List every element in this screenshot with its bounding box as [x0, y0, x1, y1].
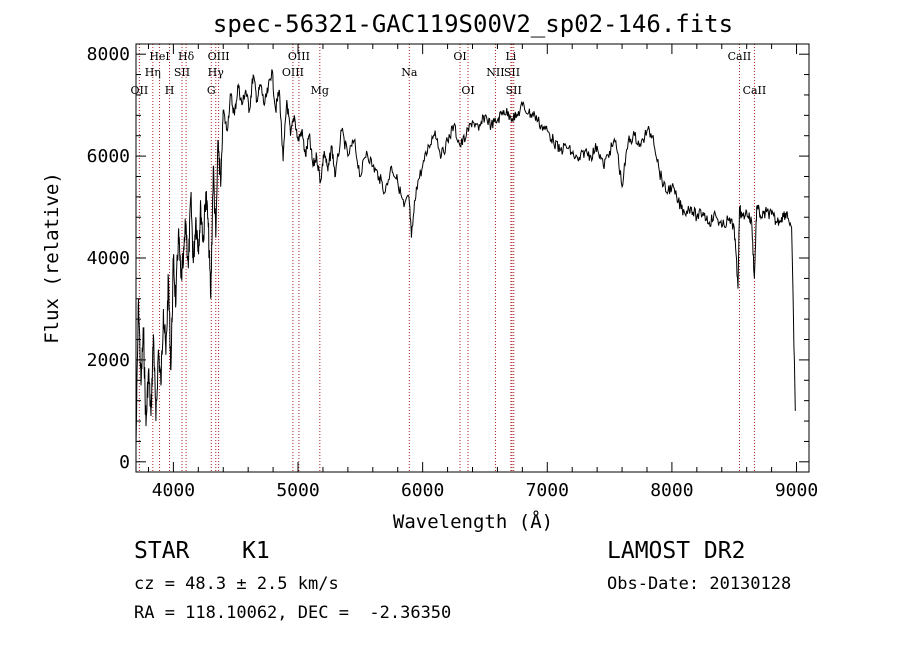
line-label: Hη [145, 66, 161, 79]
line-label: CaII [728, 50, 752, 63]
x-tick-label: 8000 [650, 480, 693, 501]
y-tick-label: 6000 [87, 146, 130, 167]
line-label-group: OII Hη HeI H SII Hδ G Hγ OIII OIII OIII Mg Na OI OI NII… [131, 50, 767, 97]
x-axis-label: Wavelength (Å) [393, 510, 553, 533]
line-label: SII [506, 84, 522, 97]
y-tick-label: 0 [119, 452, 130, 473]
line-label: H [165, 84, 175, 97]
line-label: OIII [282, 66, 304, 79]
coordinates-readout: RA = 118.10062, DEC = -2.36350 [134, 603, 452, 623]
x-tick-label: 9000 [775, 480, 818, 501]
x-tick-label: 4000 [152, 480, 195, 501]
y-tick-label: 8000 [87, 44, 130, 65]
line-label: OI [461, 84, 474, 97]
survey-label: LAMOST DR2 [607, 538, 746, 564]
x-tick-label: 6000 [401, 480, 444, 501]
line-label: CaII [743, 84, 767, 97]
line-label: HeI [149, 50, 169, 63]
y-axis: 0 2000 4000 6000 8000 [87, 44, 809, 473]
y-tick-label: 4000 [87, 248, 130, 269]
star-class-label: STAR [134, 538, 190, 564]
star-subclass: K1 [242, 538, 270, 564]
chart-title: spec-56321-GAC119S00V2_sp02-146.fits [213, 10, 733, 38]
line-label: Mg [311, 84, 329, 97]
line-label: Na [401, 66, 418, 79]
spectrum-series-line [135, 69, 796, 447]
line-label: SII [504, 66, 520, 79]
x-tick-label: 7000 [526, 480, 569, 501]
line-marker-group [138, 44, 755, 472]
plot-frame [135, 43, 810, 473]
line-label: Hδ [178, 50, 195, 63]
line-label: Hγ [208, 66, 225, 79]
line-label: SII [174, 66, 190, 79]
y-tick-label: 2000 [87, 350, 130, 371]
line-label: G [207, 84, 216, 97]
line-label: OII [131, 84, 149, 97]
x-tick-label: 5000 [276, 480, 319, 501]
y-axis-label: Flux (relative) [41, 172, 63, 344]
x-axis: 4000 5000 6000 7000 8000 9000 [147, 44, 818, 501]
line-label: NII [486, 66, 504, 79]
line-label: Li [505, 50, 516, 63]
obs-date: Obs-Date: 20130128 [607, 574, 792, 594]
line-label: OIII [288, 50, 310, 63]
line-label: OIII [208, 50, 230, 63]
redshift-readout: cz = 48.3 ± 2.5 km/s [134, 574, 339, 594]
line-label: OI [453, 50, 466, 63]
